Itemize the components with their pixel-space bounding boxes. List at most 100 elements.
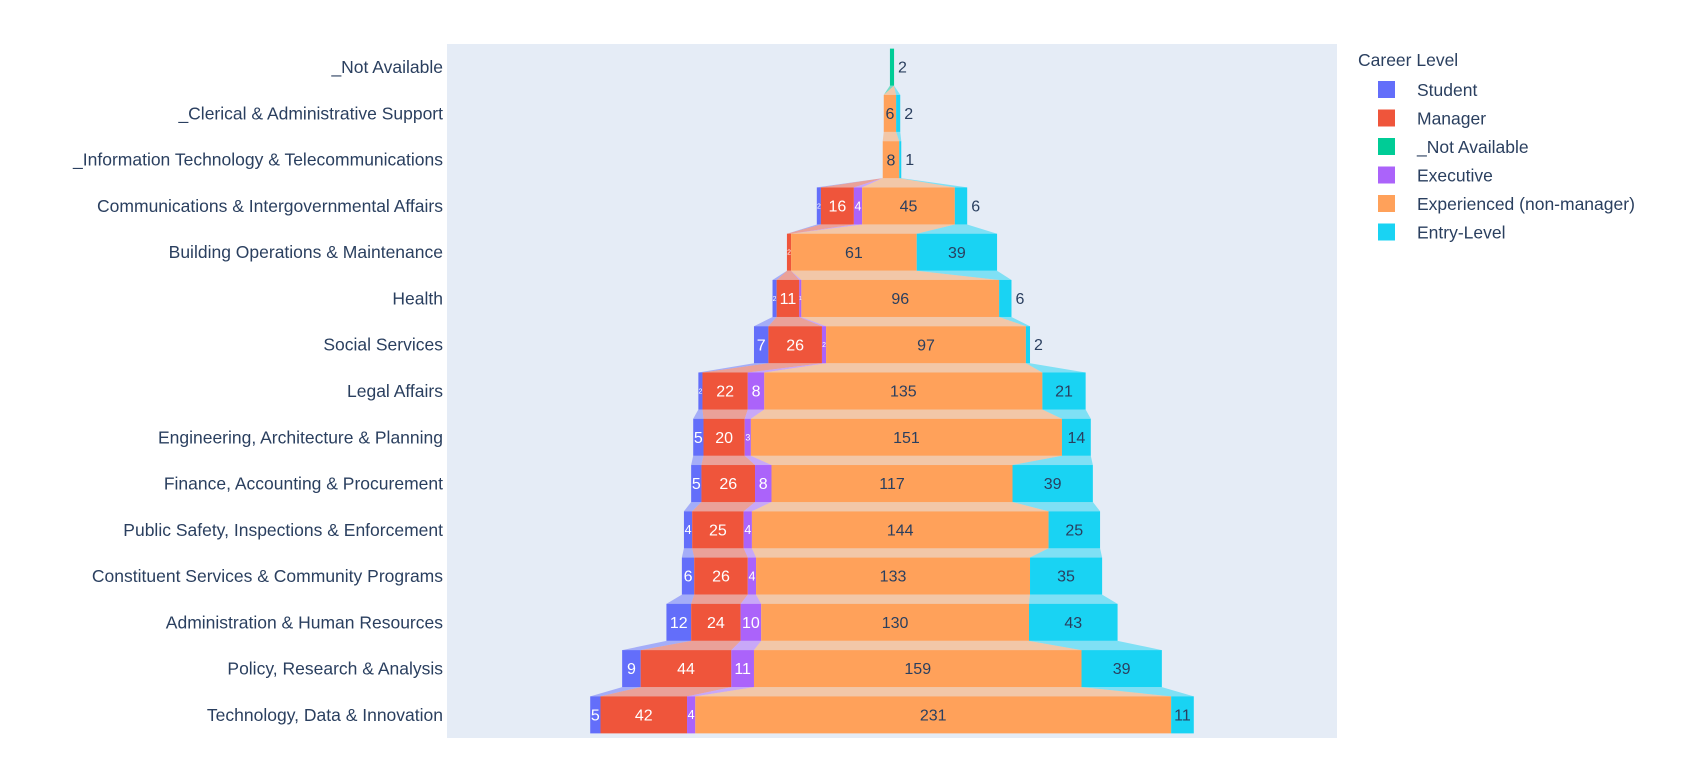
connector-experienced-non-manager (764, 363, 1043, 373)
data-label-manager: 22 (716, 384, 734, 401)
legend-item-not-available[interactable]: _Not Available (1378, 137, 1529, 158)
bar-experienced-non-manager[interactable] (883, 94, 897, 132)
bar-experienced-non-manager[interactable] (826, 326, 1026, 364)
bar-student[interactable] (691, 465, 702, 503)
bar-student[interactable] (683, 511, 693, 549)
bar-experienced-non-manager[interactable] (753, 650, 1082, 688)
bar-experienced-non-manager[interactable] (862, 187, 955, 225)
bar-student[interactable] (753, 326, 769, 364)
bar-entry-level[interactable] (1061, 418, 1091, 456)
bar-executive[interactable] (740, 603, 762, 641)
bar-entry-level[interactable] (899, 141, 902, 179)
bar-not-available[interactable] (889, 48, 895, 86)
bar-entry-level[interactable] (954, 187, 968, 225)
bar-experienced-non-manager[interactable] (750, 418, 1062, 456)
data-label-entry-level: 14 (1067, 430, 1085, 447)
legend-item-student[interactable]: Student (1378, 80, 1477, 100)
bar-executive[interactable] (853, 187, 863, 225)
data-label-manager: 42 (635, 707, 653, 724)
bar-manager[interactable] (786, 233, 792, 271)
data-label-student: 9 (627, 661, 636, 678)
bar-executive[interactable] (744, 418, 751, 456)
bar-manager[interactable] (694, 557, 748, 595)
legend-item-experienced-non-manager[interactable]: Experienced (non-manager) (1378, 194, 1635, 214)
connector-experienced-non-manager (751, 548, 1049, 558)
bar-manager[interactable] (640, 650, 732, 688)
bar-student[interactable] (622, 650, 641, 688)
data-label-entry-level: 39 (948, 245, 966, 262)
bar-experienced-non-manager[interactable] (751, 511, 1049, 549)
bar-student[interactable] (666, 603, 692, 641)
legend-item-manager[interactable]: Manager (1378, 109, 1486, 129)
category-label: Building Operations & Maintenance (169, 242, 443, 262)
bar-executive[interactable] (731, 650, 754, 688)
bar-executive[interactable] (687, 696, 696, 734)
category-label: Social Services (323, 335, 443, 355)
data-label-entry-level: 6 (1015, 291, 1024, 308)
bar-experienced-non-manager[interactable] (791, 233, 917, 271)
connector-manager (640, 640, 741, 651)
bar-entry-level[interactable] (1030, 557, 1103, 595)
connector-experienced-non-manager (791, 224, 955, 234)
bar-entry-level[interactable] (896, 94, 901, 132)
bar-experienced-non-manager[interactable] (882, 141, 900, 179)
bar-entry-level[interactable] (1028, 603, 1118, 641)
connector-entry-level (1030, 548, 1103, 558)
bar-entry-level[interactable] (1012, 465, 1093, 503)
bar-student[interactable] (693, 418, 704, 456)
bar-manager[interactable] (820, 187, 854, 225)
bar-entry-level[interactable] (916, 233, 998, 271)
legend-item-entry-level[interactable]: Entry-Level (1378, 223, 1506, 243)
bar-student[interactable] (681, 557, 695, 595)
bar-experienced-non-manager[interactable] (771, 465, 1013, 503)
connector-experienced-non-manager (883, 85, 897, 95)
category-label: Policy, Research & Analysis (227, 659, 443, 679)
bar-entry-level[interactable] (999, 279, 1012, 317)
data-label-experienced-non-manager: 6 (885, 106, 894, 123)
bar-executive[interactable] (821, 326, 827, 364)
bar-experienced-non-manager[interactable] (756, 557, 1031, 595)
bar-student[interactable] (772, 279, 777, 317)
bar-executive[interactable] (755, 465, 772, 503)
data-label-student: 2 (773, 296, 777, 303)
bar-entry-level[interactable] (1025, 326, 1031, 364)
bar-manager[interactable] (768, 326, 822, 364)
bar-manager[interactable] (600, 696, 688, 734)
bar-manager[interactable] (776, 279, 800, 317)
data-label-student: 12 (670, 615, 688, 632)
bar-manager[interactable] (702, 372, 748, 410)
bar-executive[interactable] (799, 279, 802, 317)
bar-entry-level[interactable] (1081, 650, 1162, 688)
bar-experienced-non-manager[interactable] (695, 696, 1172, 734)
legend[interactable]: Career Level Student Manager _Not Availabl… (1358, 50, 1635, 243)
bar-student[interactable] (590, 696, 601, 734)
connector-entry-level (894, 85, 901, 95)
bar-student[interactable] (698, 372, 703, 410)
bar-executive[interactable] (747, 372, 765, 410)
bar-entry-level[interactable] (1171, 696, 1194, 734)
connector-manager (702, 409, 748, 419)
bar-manager[interactable] (692, 511, 744, 549)
bar-experienced-non-manager[interactable] (761, 603, 1029, 641)
data-label-experienced-non-manager: 151 (893, 430, 920, 447)
bar-manager[interactable] (701, 465, 756, 503)
bar-entry-level[interactable] (1048, 511, 1101, 549)
data-label-student: 7 (757, 337, 766, 354)
connector-executive (744, 455, 772, 466)
bar-executive[interactable] (747, 557, 757, 595)
bar-manager[interactable] (703, 418, 745, 456)
connector-executive (791, 224, 863, 234)
bar-student[interactable] (816, 187, 821, 225)
bar-manager[interactable] (691, 603, 741, 641)
connector-entry-level (916, 224, 998, 234)
connector-executive (747, 363, 827, 373)
bar-experienced-non-manager[interactable] (801, 279, 1000, 317)
bar-entry-level[interactable] (1042, 372, 1086, 410)
data-label-student: 4 (685, 523, 692, 537)
legend-item-executive[interactable]: Executive (1378, 166, 1493, 186)
data-label-executive: 3 (745, 432, 750, 442)
bar-executive[interactable] (743, 511, 752, 549)
data-label-entry-level: 43 (1064, 615, 1082, 632)
bar-experienced-non-manager[interactable] (764, 372, 1043, 410)
